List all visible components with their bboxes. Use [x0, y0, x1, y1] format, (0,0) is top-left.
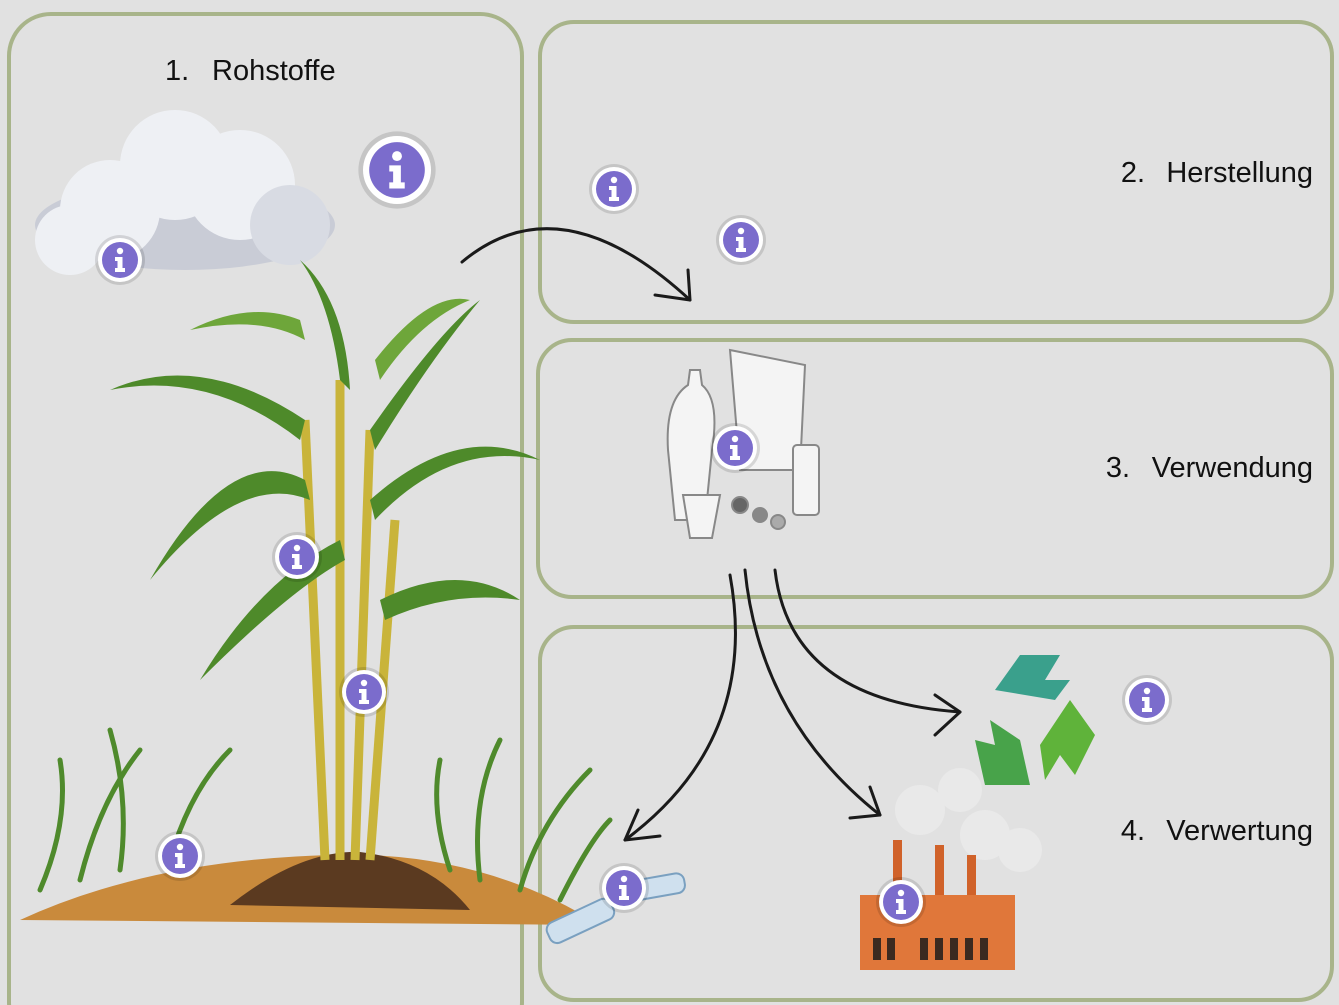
info-button[interactable] [155, 831, 205, 881]
info-button[interactable] [710, 423, 760, 473]
label-title: Verwertung [1166, 815, 1313, 847]
info-dot [294, 545, 300, 551]
info-dot [177, 844, 183, 850]
info-button[interactable] [272, 532, 322, 582]
learning-module: 1. Rohstoffe 2. Herstellung 3. Verwendun… [0, 0, 1339, 1005]
info-button[interactable] [876, 877, 926, 927]
info-button[interactable] [358, 131, 435, 208]
info-button[interactable] [339, 667, 389, 717]
label-number: 3. [1106, 452, 1130, 484]
label-title: Verwendung [1152, 452, 1313, 484]
info-dot [898, 890, 904, 896]
info-button[interactable] [599, 863, 649, 913]
info-dot [732, 436, 738, 442]
label-title: Rohstoffe [212, 55, 336, 87]
info-dot [1144, 688, 1150, 694]
label-number: 1. [165, 55, 189, 87]
info-dot [392, 151, 402, 161]
info-button[interactable] [589, 164, 639, 214]
label-title: Herstellung [1166, 157, 1313, 189]
info-dot [117, 248, 123, 254]
info-dot [738, 228, 744, 234]
label-number: 2. [1121, 157, 1145, 189]
info-button[interactable] [716, 215, 766, 265]
info-dot [621, 876, 627, 882]
info-button[interactable] [1122, 675, 1172, 725]
label-number: 4. [1121, 815, 1145, 847]
info-button[interactable] [95, 235, 145, 285]
info-dot [611, 177, 617, 183]
info-dot [361, 680, 367, 686]
